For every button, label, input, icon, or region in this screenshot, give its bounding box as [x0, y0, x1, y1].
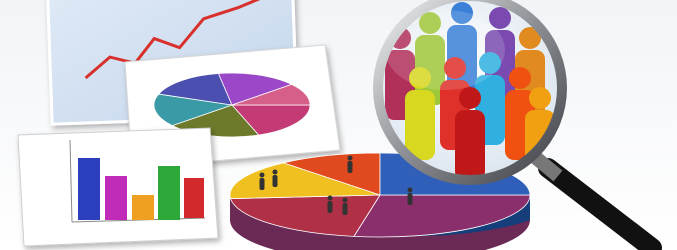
page: (() => { const NS = 'http://www.w3.org/2… — [0, 0, 677, 250]
circle-shape — [260, 173, 265, 178]
circle-shape — [459, 87, 481, 109]
circle-shape — [328, 196, 333, 201]
rect-shape — [343, 203, 348, 215]
rect-shape — [260, 178, 265, 190]
circle-shape — [343, 198, 348, 203]
rect-shape — [348, 161, 353, 173]
circle-shape — [509, 67, 531, 89]
bar-chart-card — [18, 128, 218, 246]
circle-shape — [408, 188, 413, 193]
rect-shape — [78, 158, 100, 220]
rect-shape — [455, 110, 485, 180]
rect-shape — [405, 90, 435, 160]
rect-shape — [158, 166, 180, 220]
rect-shape — [105, 176, 127, 220]
circle-shape — [348, 156, 353, 161]
illustration — [0, 0, 677, 250]
rect-shape — [328, 201, 333, 213]
rect-shape — [273, 175, 278, 187]
rect-shape — [132, 195, 154, 220]
rect-shape — [184, 178, 204, 218]
circle-shape — [529, 87, 551, 109]
circle-shape — [273, 170, 278, 175]
shape — [154, 73, 310, 137]
rect-shape — [408, 193, 413, 205]
